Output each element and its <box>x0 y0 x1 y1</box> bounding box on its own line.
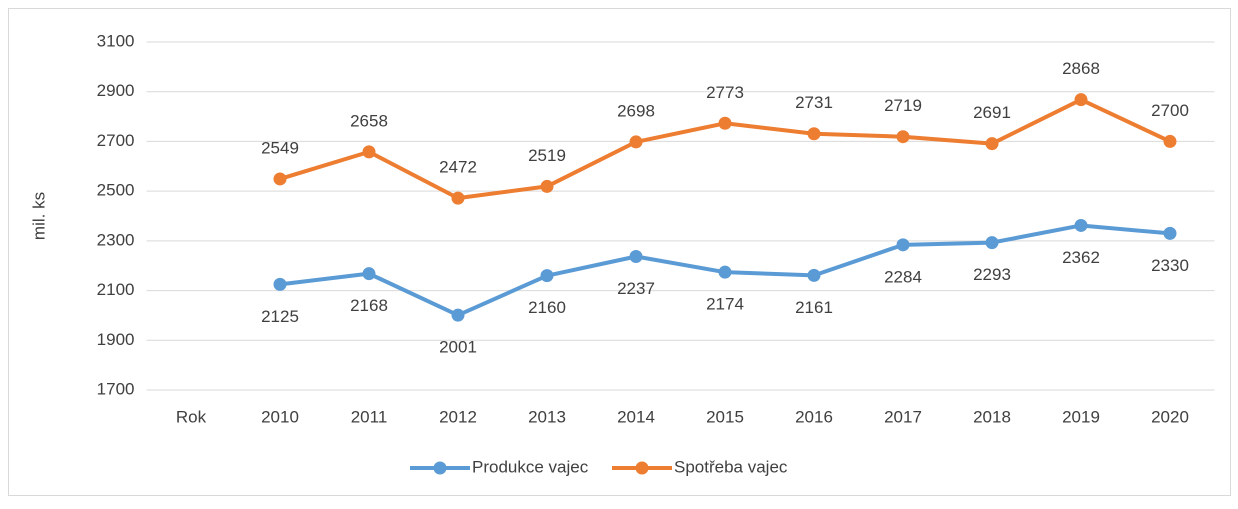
data-point <box>362 145 376 159</box>
y-tick-label: 1900 <box>97 330 135 349</box>
data-label: 2698 <box>617 101 655 120</box>
data-point <box>540 269 554 283</box>
data-label: 2773 <box>706 83 744 102</box>
x-tick-label: 2013 <box>528 407 566 426</box>
x-tick-label: 2012 <box>439 407 477 426</box>
y-tick-label: 3100 <box>97 31 135 50</box>
data-point <box>1074 93 1088 107</box>
data-point <box>718 265 732 279</box>
data-point <box>1163 226 1177 240</box>
data-point <box>718 116 732 130</box>
data-label: 2362 <box>1062 248 1100 267</box>
data-label: 2174 <box>706 295 744 314</box>
y-tick-label: 2900 <box>97 81 135 100</box>
x-tick-label: 2014 <box>617 407 655 426</box>
data-point <box>896 238 910 252</box>
x-tick-label: 2017 <box>884 407 922 426</box>
data-label: 2658 <box>350 111 388 130</box>
x-tick-label: 2020 <box>1151 407 1189 426</box>
x-tick-label: 2011 <box>351 407 388 426</box>
data-label: 2237 <box>617 279 655 298</box>
y-tick-label: 2100 <box>97 280 135 299</box>
legend-marker <box>433 461 447 475</box>
data-point <box>273 277 287 291</box>
legend-label: Spotřeba vajec <box>674 457 788 476</box>
x-tick-label: 2010 <box>261 407 299 426</box>
data-label: 2700 <box>1151 101 1189 120</box>
data-point <box>451 191 465 205</box>
data-label: 2731 <box>795 93 833 112</box>
x-tick-label: Rok <box>176 407 207 426</box>
chart-frame <box>8 8 1231 496</box>
data-point <box>273 172 287 186</box>
data-label: 2549 <box>261 138 299 157</box>
data-point <box>540 179 554 193</box>
x-tick-label: 2018 <box>973 407 1011 426</box>
data-label: 2472 <box>439 158 477 177</box>
data-label: 2125 <box>261 307 299 326</box>
y-axis-label: mil. ks <box>29 192 48 240</box>
data-point <box>985 236 999 250</box>
data-label: 2691 <box>973 103 1011 122</box>
data-label: 2160 <box>528 298 566 317</box>
legend-marker <box>635 461 649 475</box>
data-point <box>1163 134 1177 148</box>
y-tick-label: 1700 <box>97 379 135 398</box>
data-point <box>985 137 999 151</box>
data-point <box>451 308 465 322</box>
data-point <box>807 127 821 141</box>
data-label: 2001 <box>439 338 477 357</box>
y-tick-label: 2300 <box>97 230 135 249</box>
y-tick-label: 2500 <box>97 181 135 200</box>
data-label: 2719 <box>884 96 922 115</box>
data-label: 2293 <box>973 265 1011 284</box>
legend-label: Produkce vajec <box>472 457 589 476</box>
data-point <box>807 268 821 282</box>
data-point <box>362 267 376 281</box>
x-tick-label: 2019 <box>1062 407 1100 426</box>
x-tick-label: 2015 <box>706 407 744 426</box>
data-point <box>896 130 910 144</box>
x-tick-label: 2016 <box>795 407 833 426</box>
data-label: 2519 <box>528 146 566 165</box>
data-label: 2868 <box>1062 59 1100 78</box>
data-point <box>1074 218 1088 232</box>
data-point <box>629 250 643 264</box>
data-label: 2284 <box>884 267 922 286</box>
data-label: 2161 <box>795 298 833 317</box>
data-label: 2330 <box>1151 256 1189 275</box>
data-label: 2168 <box>350 296 388 315</box>
y-tick-label: 2700 <box>97 131 135 150</box>
data-point <box>629 135 643 149</box>
